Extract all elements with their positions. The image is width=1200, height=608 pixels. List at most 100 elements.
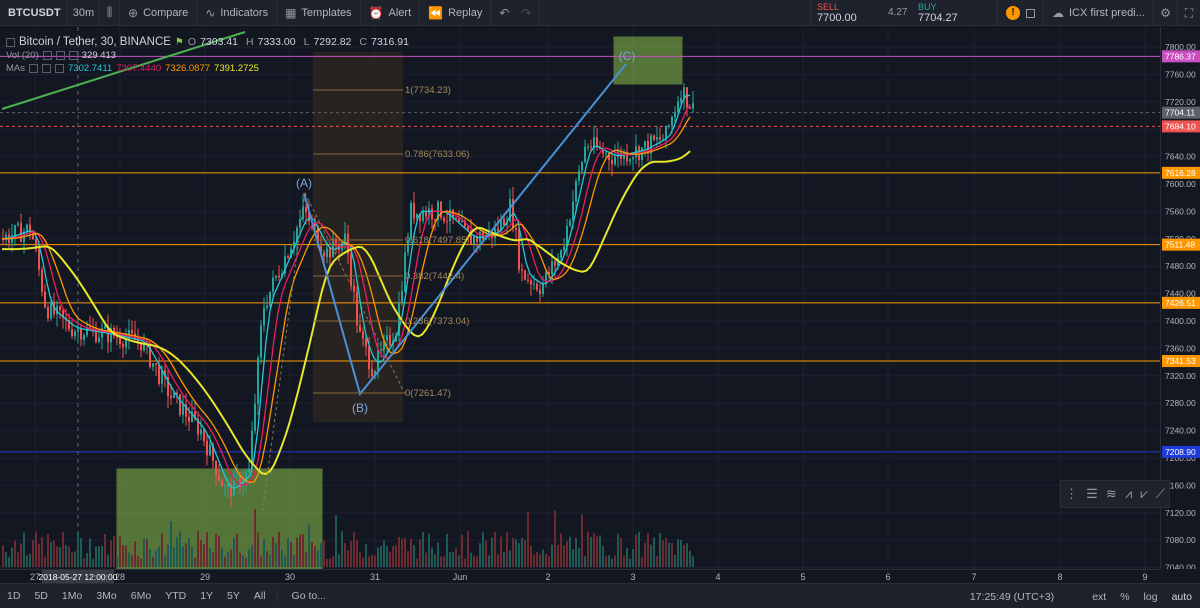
chart-pane[interactable]: (A) (B) (C) 1(7734.23) 0.786(7633.06) 0.618(7… [0,27,1160,569]
volume-bar [572,549,574,567]
range-5d[interactable]: 5D [34,590,48,602]
range-all[interactable]: All [253,590,266,602]
candle-body [203,429,205,441]
range-5y[interactable]: 5Y [227,590,240,602]
volume-bar [554,510,556,567]
candle-body [644,141,646,148]
trend-channel-icon[interactable]: ≋ [1105,486,1117,501]
compare-button[interactable]: ⊕ Compare [120,0,198,26]
candle-body [11,235,13,243]
volume-bar [638,531,640,567]
price-tick: 7480.00 [1165,261,1196,271]
candle-body [218,475,220,481]
fullscreen-button[interactable]: ⛶ [1178,0,1200,26]
volume-bar [167,545,169,567]
time-scale[interactable]: 27 28 29 30 31 Jun 2 3 4 5 6 7 8 9 2018-05-27 12:00:00 [0,569,1160,584]
volume-bar [203,544,205,567]
alert-button[interactable]: ⏰ Alert [361,0,421,26]
volume-bar [254,509,256,567]
candle-body [32,233,34,240]
range-1y[interactable]: 1Y [200,590,214,602]
minimize-icon[interactable] [1026,8,1035,18]
range-6mo[interactable]: 6Mo [130,590,152,602]
close-value: 7316.91 [371,36,409,48]
volume-bar [218,535,220,567]
fib-retracement-icon[interactable]: ☰ [1086,486,1098,501]
volume-eye-button[interactable] [42,51,52,60]
sell-button[interactable]: SELL 7700.00 [810,0,882,26]
volume-bar [641,557,643,567]
ma-eye-button[interactable] [29,64,38,73]
volume-bar [362,557,364,567]
candle-body [164,370,166,377]
range-ytd[interactable]: YTD [165,590,187,602]
volume-bar [500,536,502,567]
info-icon[interactable]: ! [1006,6,1020,20]
abc-pattern-icon[interactable]: ⩗ [1140,486,1148,501]
low-value: 7292.82 [313,36,352,48]
candle-body [596,137,598,148]
volume-bar [329,558,331,567]
redo-icon[interactable]: ↷ [521,5,532,20]
interval-selector[interactable]: 30m [68,0,100,26]
volume-bar [128,552,130,567]
candle-body [524,270,526,280]
volume-bar [596,536,598,567]
volume-bar [515,539,517,567]
volume-bar [428,533,430,567]
volume-bar [326,558,328,567]
volume-bar [152,556,154,567]
ma-settings-button[interactable] [42,64,51,73]
range-1d[interactable]: 1D [7,590,21,602]
volume-bar [317,550,319,567]
volume-bar [521,537,523,567]
candle-body [674,111,676,118]
settings-button[interactable]: ⚙ [1154,0,1178,26]
candle-body [683,87,685,99]
indicators-button[interactable]: ∿ Indicators [197,0,278,26]
collapse-legend-button[interactable] [6,38,15,47]
replay-button[interactable]: ⏪ Replay [420,0,492,26]
price-tick: 7720.00 [1165,97,1196,107]
bar-type-button[interactable]: ⫼ [100,0,120,26]
ma-close-button[interactable] [55,64,64,73]
volume-bar [215,533,217,567]
chart-legend: Bitcoin / Tether, 30, BINANCE ⚑ O 7303.41… [6,36,413,75]
volume-bar [248,549,250,567]
templates-button[interactable]: ▦ Templates [277,0,361,26]
goto-button[interactable]: Go to... [276,590,326,602]
percent-toggle[interactable]: % [1120,590,1130,603]
candle-body [167,376,169,396]
volume-bar [245,558,247,567]
price-tick: 7640.00 [1165,152,1196,162]
candle-body [269,291,271,306]
clock-display[interactable]: 17:25:49 (UTC+3) [969,590,1055,603]
layout-name-button[interactable]: ☁ ICX first predi... [1044,0,1154,26]
auto-toggle[interactable]: auto [1171,590,1192,603]
undo-icon[interactable]: ↶ [499,5,510,20]
indicators-icon: ∿ [205,5,216,20]
volume-bar [584,556,586,567]
volume-close-button[interactable] [68,51,78,60]
drag-handle-icon[interactable]: ⋮ [1065,486,1079,501]
price-tick: 7120.00 [1165,508,1196,518]
buy-button[interactable]: BUY 7704.27 [912,0,998,26]
volume-bar [191,546,193,567]
price-chart[interactable]: (A) (B) (C) 1(7734.23) 0.786(7633.06) 0.618(7… [0,27,1160,569]
volume-bar [548,556,550,567]
volume-settings-button[interactable] [55,51,65,60]
ext-toggle[interactable]: ext [1092,590,1107,603]
symbol-search[interactable]: BTCUSDT [0,0,68,26]
candle-body [170,395,172,398]
trend-line-icon[interactable]: ⟋ [1155,486,1165,501]
trend-line [1,31,246,110]
volume-bar [221,547,223,567]
wave-b-label: (B) [352,401,368,415]
candle-body [560,250,562,258]
range-3mo[interactable]: 3Mo [96,590,117,602]
range-1mo[interactable]: 1Mo [61,590,83,602]
elliott-wave-icon[interactable]: ⩘ [1124,486,1133,501]
log-toggle[interactable]: log [1143,590,1158,603]
indicators-label: Indicators [220,6,269,19]
candle-body [545,271,547,284]
